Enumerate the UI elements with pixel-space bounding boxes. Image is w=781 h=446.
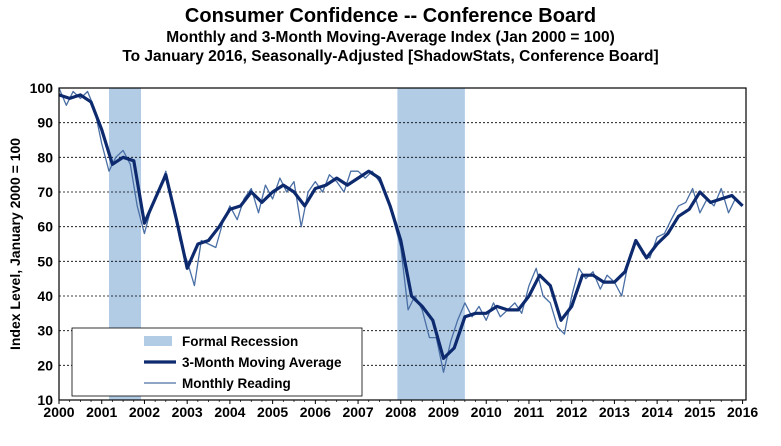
- x-tick-label-2005: 2005: [257, 404, 288, 420]
- x-tick-label-2003: 2003: [172, 404, 203, 420]
- y-tick-label-60: 60: [37, 219, 53, 235]
- legend-label-monthly: Monthly Reading: [182, 376, 291, 391]
- y-tick-label-20: 20: [37, 357, 53, 373]
- x-tick-label-2001: 2001: [86, 404, 117, 420]
- x-tick-label-2011: 2011: [514, 404, 545, 420]
- x-tick-label-2007: 2007: [342, 404, 373, 420]
- series-line-3-month-moving-average: [58, 93, 744, 360]
- y-tick-label-100: 100: [30, 80, 54, 96]
- x-tick-label-2012: 2012: [556, 404, 587, 420]
- x-tick-label-2015: 2015: [684, 404, 715, 420]
- x-tick-label-2006: 2006: [300, 404, 331, 420]
- y-tick-label-10: 10: [37, 392, 53, 408]
- legend-label-moving-average: 3-Month Moving Average: [182, 355, 342, 370]
- legend: Formal Recession 3-Month Moving Average Mo…: [71, 327, 363, 397]
- x-tick-label-2010: 2010: [471, 404, 502, 420]
- legend-box: [71, 327, 363, 397]
- y-tick-label-90: 90: [37, 115, 53, 131]
- chart-titles: Consumer Confidence -- Conference Board …: [0, 4, 781, 66]
- y-tick-label-50: 50: [37, 253, 53, 269]
- plot-area-border: [58, 87, 747, 401]
- x-tick-label-2013: 2013: [599, 404, 630, 420]
- y-tick-label-40: 40: [37, 288, 53, 304]
- chart-subtitle-1: Monthly and 3-Month Moving-Average Index…: [166, 29, 615, 46]
- x-tick-label-2000: 2000: [43, 404, 74, 420]
- x-tick-label-2008: 2008: [385, 404, 416, 420]
- x-tick-label-2004: 2004: [214, 404, 245, 420]
- x-tick-label-2009: 2009: [428, 404, 459, 420]
- recession-band-2: [397, 88, 465, 400]
- x-tick-label-2016: 2016: [727, 404, 758, 420]
- x-tick-label-2002: 2002: [129, 404, 160, 420]
- legend-label-recession: Formal Recession: [182, 334, 298, 349]
- x-tick-label-2014: 2014: [642, 404, 673, 420]
- y-tick-label-80: 80: [37, 149, 53, 165]
- y-tick-label-70: 70: [37, 184, 53, 200]
- chart-subtitle-2: To January 2016, Seasonally-Adjusted [Sh…: [122, 48, 659, 65]
- y-tick-label-30: 30: [37, 323, 53, 339]
- legend-swatch-recession: [144, 336, 172, 346]
- chart-title: Consumer Confidence -- Conference Board: [184, 5, 597, 27]
- y-axis-label: Index Level, January 2000 = 100: [7, 138, 23, 350]
